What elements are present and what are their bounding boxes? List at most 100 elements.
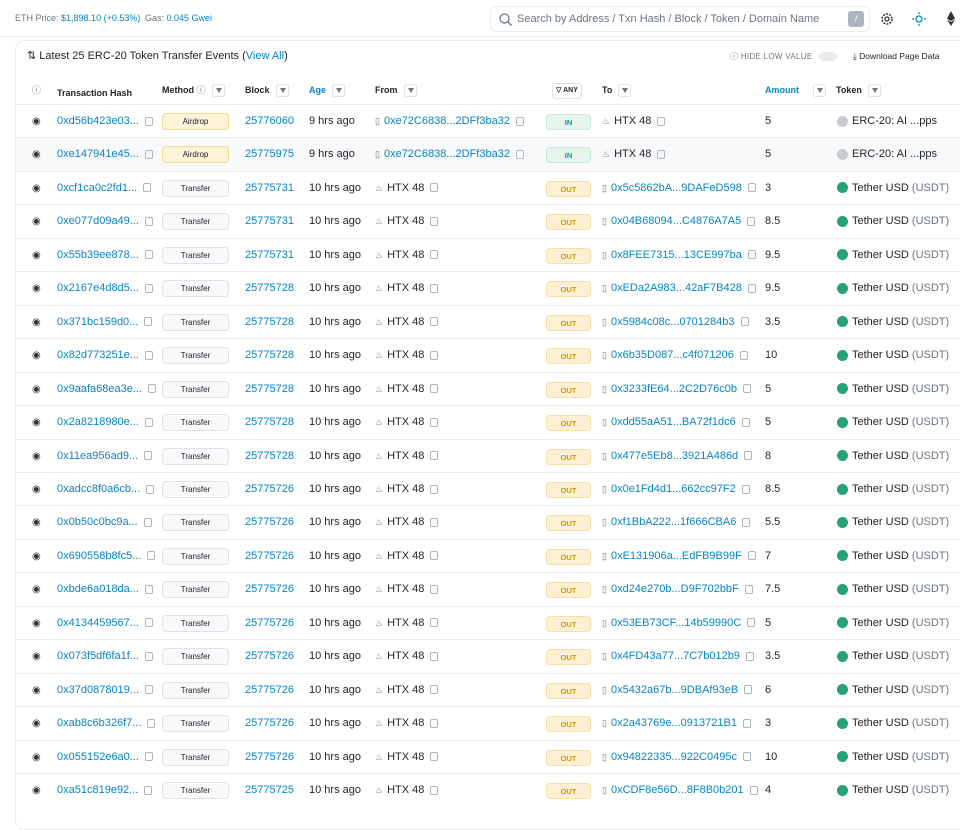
copy-icon[interactable] — [744, 451, 753, 461]
copy-icon[interactable] — [515, 150, 524, 160]
to-address[interactable]: 0x5c5862bA...9DAFeD598 — [610, 181, 742, 194]
copy-icon[interactable] — [430, 551, 439, 561]
view-icon[interactable]: ◉ — [32, 283, 41, 295]
to-address[interactable]: 0x04B68094...C4876A7A5 — [610, 215, 742, 228]
copy-icon[interactable] — [747, 618, 756, 628]
token-cell[interactable]: Tether USD (USDT) — [837, 741, 949, 774]
copy-icon[interactable] — [144, 417, 153, 427]
token-name[interactable]: Tether USD — [852, 282, 909, 295]
tx-hash[interactable]: 0x073f5df6fa1f... — [57, 650, 139, 663]
tx-hash[interactable]: 0x4134459567... — [57, 616, 139, 629]
tx-hash[interactable]: 0x2167e4d8d5... — [57, 282, 139, 295]
token-name[interactable]: Tether USD — [852, 215, 909, 228]
token-cell[interactable]: Tether USD (USDT) — [837, 406, 949, 439]
copy-icon[interactable] — [747, 250, 756, 260]
block[interactable]: 25775975 — [245, 148, 294, 161]
token-cell[interactable]: Tether USD (USDT) — [837, 607, 949, 640]
block[interactable]: 25775726 — [245, 717, 294, 730]
tx-hash[interactable]: 0xcf1ca0c2fd1... — [57, 181, 138, 194]
copy-icon[interactable] — [746, 651, 754, 661]
view-icon[interactable]: ◉ — [32, 249, 41, 261]
to-address[interactable]: 0x5432a67b...9DBAf93eB — [610, 683, 739, 696]
block[interactable]: 25775728 — [245, 282, 294, 295]
to-address[interactable]: 0x6b35D087...c4f071206 — [610, 349, 734, 362]
copy-icon[interactable] — [144, 350, 153, 360]
block[interactable]: 25775726 — [245, 683, 294, 696]
view-icon[interactable]: ◉ — [32, 751, 41, 763]
to-address[interactable]: 0xEDa2A983...42aF7B428 — [610, 282, 742, 295]
view-icon[interactable]: ◉ — [32, 149, 41, 161]
copy-icon[interactable] — [744, 685, 753, 695]
view-icon[interactable]: ◉ — [32, 617, 41, 629]
view-icon[interactable]: ◉ — [32, 216, 41, 228]
copy-icon[interactable] — [741, 417, 750, 427]
to-address[interactable]: 0x53EB73CF...14b59990C — [610, 616, 742, 629]
view-icon[interactable]: ◉ — [32, 483, 41, 495]
copy-icon[interactable] — [144, 685, 153, 695]
copy-icon[interactable] — [144, 651, 153, 661]
copy-icon[interactable] — [430, 417, 439, 427]
hide-low-value[interactable]: ⓘ HIDE LOW VALUE — [730, 51, 837, 62]
to-address[interactable]: 0xE131906a...EdFB9B99F — [610, 549, 742, 562]
token-name[interactable]: Tether USD — [852, 315, 909, 328]
copy-icon[interactable] — [144, 752, 153, 762]
copy-icon[interactable] — [430, 685, 439, 695]
token-name[interactable]: Tether USD — [852, 248, 909, 261]
copy-icon[interactable] — [430, 317, 439, 327]
token-cell[interactable]: Tether USD (USDT) — [837, 707, 949, 740]
copy-icon[interactable] — [430, 584, 439, 594]
token-name[interactable]: Tether USD — [852, 482, 909, 495]
view-icon[interactable]: ◉ — [32, 417, 41, 429]
copy-icon[interactable] — [742, 384, 751, 394]
copy-icon[interactable] — [144, 216, 153, 226]
view-icon[interactable]: ◉ — [32, 785, 41, 796]
to-address[interactable]: 0x5984c08c...0701284b3 — [610, 315, 735, 328]
copy-icon[interactable] — [146, 484, 155, 494]
tx-hash[interactable]: 0xd56b423e03... — [57, 115, 139, 127]
token-name[interactable]: Tether USD — [852, 717, 909, 730]
eth-icon[interactable] — [946, 11, 956, 26]
tx-hash[interactable]: 0x371bc159d0... — [57, 315, 139, 328]
block[interactable]: 25775728 — [245, 449, 294, 462]
from-address[interactable]: 0xe72C6838...2DFf3ba32 — [383, 148, 510, 161]
copy-icon[interactable] — [657, 150, 666, 160]
block[interactable]: 25775726 — [245, 549, 294, 562]
column-header[interactable]: Amount — [765, 83, 826, 98]
token-name[interactable]: Tether USD — [852, 416, 909, 429]
view-icon[interactable]: ◉ — [32, 550, 41, 562]
tx-hash[interactable]: 0x055152e6a0... — [57, 750, 139, 763]
column-header[interactable]: Age — [309, 83, 346, 98]
copy-icon[interactable] — [430, 451, 439, 461]
token-cell[interactable]: Tether USD (USDT) — [837, 540, 949, 573]
copy-icon[interactable] — [143, 183, 152, 193]
copy-icon[interactable] — [740, 317, 749, 327]
block[interactable]: 25775728 — [245, 382, 294, 395]
copy-icon[interactable] — [749, 785, 758, 795]
copy-icon[interactable] — [747, 551, 756, 561]
token-name[interactable]: Tether USD — [852, 616, 909, 629]
settings-icon[interactable] — [880, 12, 894, 26]
to-address[interactable]: 0x0e1Fd4d1...662cc97F2 — [610, 482, 736, 495]
tx-hash[interactable]: 0x11ea956ad9... — [57, 449, 139, 462]
tx-hash[interactable]: 0x0b50c0bc9a... — [57, 516, 138, 529]
copy-icon[interactable] — [430, 718, 439, 728]
token-name[interactable]: Tether USD — [852, 516, 909, 529]
copy-icon[interactable] — [430, 651, 439, 661]
block[interactable]: 25775731 — [245, 215, 294, 228]
copy-icon[interactable] — [144, 451, 153, 461]
copy-icon[interactable] — [148, 384, 157, 394]
token-cell[interactable]: Tether USD (USDT) — [837, 205, 949, 238]
theme-icon[interactable] — [912, 12, 926, 26]
copy-icon[interactable] — [144, 150, 153, 160]
copy-icon[interactable] — [430, 618, 439, 628]
view-icon[interactable]: ◉ — [32, 584, 41, 596]
copy-icon[interactable] — [430, 484, 439, 494]
token-cell[interactable]: ERC-20: AI ...pps — [837, 105, 937, 138]
token-name[interactable]: ERC-20: AI ...pps — [852, 148, 937, 161]
token-name[interactable]: Tether USD — [852, 382, 909, 395]
tx-hash[interactable]: 0x55b39ee878... — [57, 248, 139, 261]
block[interactable]: 25775731 — [245, 248, 294, 261]
token-cell[interactable]: Tether USD (USDT) — [837, 674, 949, 707]
token-cell[interactable]: Tether USD (USDT) — [837, 306, 949, 339]
to-address[interactable]: 0xCDF8e56D...8F8B0b201 — [610, 784, 744, 796]
